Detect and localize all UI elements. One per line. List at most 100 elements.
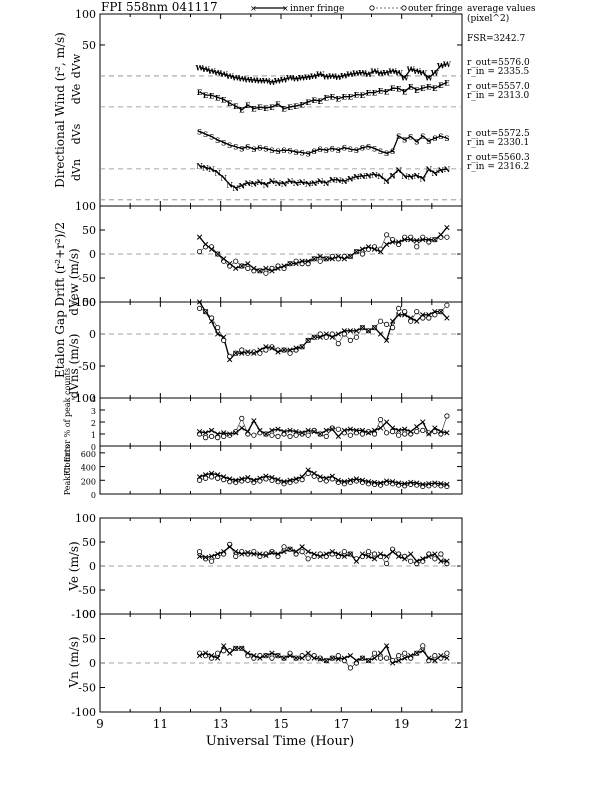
point-inner xyxy=(365,328,372,334)
point-dVe: E xyxy=(318,97,323,106)
point-dVe: E xyxy=(245,101,250,110)
point-inner xyxy=(317,431,323,437)
point-dVw: W xyxy=(339,71,348,80)
y-tick-label: 50 xyxy=(82,296,96,309)
point-outer xyxy=(402,650,408,656)
panel-dvew: 100 50 0 -50 -100 xyxy=(71,200,463,309)
point-inner xyxy=(202,241,209,248)
point-inner xyxy=(227,356,233,363)
point-inner xyxy=(287,260,293,267)
point-inner xyxy=(214,551,221,557)
point-inner xyxy=(245,349,251,355)
point-dVs: S xyxy=(348,145,353,154)
point-dVw: W xyxy=(273,77,282,86)
axis-labels: Directional Wind (r², m/s) dVw dVe dVs d… xyxy=(53,32,354,749)
point-dVw: W xyxy=(291,75,300,84)
point-inner xyxy=(305,337,311,344)
point-inner xyxy=(408,315,414,321)
point-outer xyxy=(196,249,203,255)
point-inner xyxy=(444,430,450,436)
point-dVn: N xyxy=(233,184,240,193)
y-tick-label: 50 xyxy=(82,536,96,549)
point-inner xyxy=(438,308,444,315)
point-dVn: N xyxy=(317,177,324,186)
point-inner xyxy=(214,655,221,661)
point-dVw: W xyxy=(303,73,312,82)
point-inner xyxy=(227,544,233,550)
point-inner xyxy=(263,473,269,479)
point-dVe: E xyxy=(251,105,256,114)
point-outer xyxy=(438,551,444,557)
point-inner xyxy=(323,427,329,434)
point-inner xyxy=(299,344,305,350)
point-inner xyxy=(335,551,341,557)
point-dVe: E xyxy=(293,102,298,111)
point-outer xyxy=(444,234,450,240)
point-outer xyxy=(263,347,269,353)
point-inner xyxy=(299,430,305,436)
svg-text:×: × xyxy=(250,4,257,13)
point-inner xyxy=(221,548,227,555)
de-r-in: r_in = 2313.0 xyxy=(467,91,530,101)
point-inner xyxy=(287,546,293,552)
point-outer xyxy=(317,258,323,264)
point-dVw: W xyxy=(309,72,318,81)
point-inner xyxy=(341,553,348,560)
point-inner xyxy=(444,558,450,564)
point-dVn: N xyxy=(323,179,330,188)
y-tick-label: 50 xyxy=(82,633,96,646)
point-inner xyxy=(281,655,287,661)
header: FPI 558nm 041117 × × inner fringe outer … xyxy=(101,0,536,44)
point-outer xyxy=(202,475,209,481)
point-inner xyxy=(438,232,444,238)
point-dVw: W xyxy=(225,72,234,81)
point-dVn: N xyxy=(414,171,421,180)
series-line-inner xyxy=(199,227,448,272)
point-inner xyxy=(323,551,329,557)
point-outer xyxy=(293,432,299,438)
point-inner xyxy=(257,655,263,661)
point-inner xyxy=(353,248,360,255)
point-inner xyxy=(389,548,396,555)
point-outer xyxy=(245,551,251,557)
point-dVs: S xyxy=(342,144,347,153)
point-inner xyxy=(263,431,269,437)
point-outer xyxy=(202,556,209,562)
point-dVs: S xyxy=(251,145,256,154)
point-outer xyxy=(414,308,420,315)
point-dVs: S xyxy=(318,145,323,154)
point-outer xyxy=(215,434,221,441)
point-inner xyxy=(389,318,396,324)
dn-row-label: dVn xyxy=(70,159,83,181)
point-dVs: S xyxy=(257,144,262,153)
point-inner xyxy=(353,427,360,434)
point-inner xyxy=(353,476,360,482)
point-inner xyxy=(389,239,396,245)
point-dVn: N xyxy=(444,165,451,174)
point-dVs: S xyxy=(281,146,286,155)
point-inner xyxy=(402,236,408,243)
point-inner xyxy=(239,476,245,482)
point-inner xyxy=(275,551,281,557)
point-inner xyxy=(432,236,438,243)
point-dVn: N xyxy=(311,179,318,188)
point-inner xyxy=(371,556,378,562)
point-inner xyxy=(323,331,329,337)
point-inner xyxy=(221,334,227,340)
y-tick-label: 4 xyxy=(91,395,96,404)
point-outer xyxy=(323,334,329,340)
point-dVs: S xyxy=(197,127,202,136)
point-outer xyxy=(414,244,420,250)
point-inner xyxy=(402,426,408,432)
point-outer xyxy=(263,270,269,276)
point-dVn: N xyxy=(299,178,306,187)
point-inner xyxy=(287,427,293,434)
point-inner xyxy=(420,648,426,654)
point-dVn: N xyxy=(383,177,390,186)
point-outer xyxy=(335,426,341,432)
point-outer xyxy=(426,315,432,321)
dw-row-label: dVw xyxy=(70,53,83,78)
point-inner xyxy=(426,655,432,661)
point-inner xyxy=(395,553,402,560)
point-dVs: S xyxy=(221,138,226,147)
